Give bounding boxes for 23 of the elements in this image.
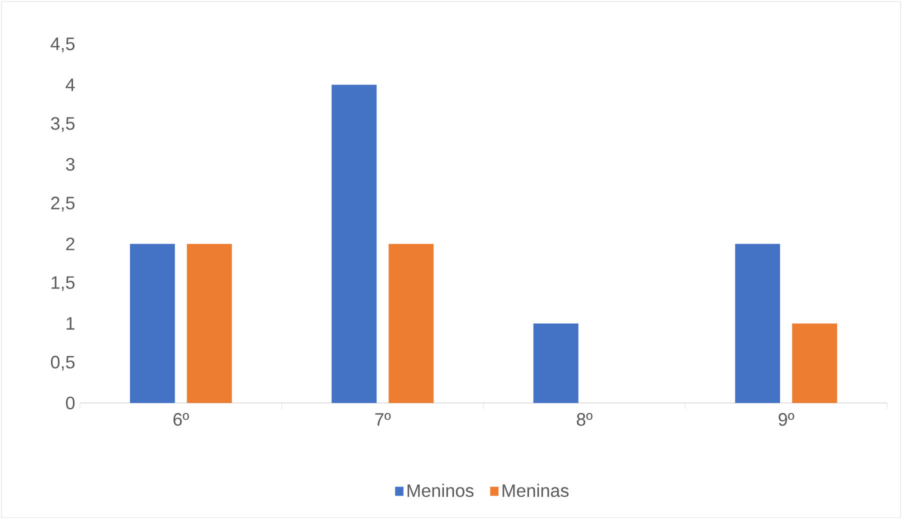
bar <box>332 84 377 403</box>
bar <box>388 244 434 403</box>
y-tick-label: 0,5 <box>50 356 75 371</box>
y-tick-label: 3,5 <box>50 117 75 132</box>
x-tick-label: 7º <box>375 413 391 426</box>
bar <box>735 244 780 403</box>
x-tick-label: 6º <box>174 413 189 426</box>
y-tick-label: 4,5 <box>50 38 75 52</box>
x-tick-label: 8º <box>576 413 592 426</box>
y-tick-label: 3 <box>66 158 75 171</box>
bar <box>533 323 578 403</box>
bar <box>130 244 175 403</box>
y-tick-label: 4 <box>66 78 75 91</box>
y-tick-label: 1,5 <box>52 276 75 292</box>
y-tick-label: 2 <box>66 238 74 250</box>
y-tick-label: 0 <box>66 396 75 410</box>
legend-label: Meninos <box>408 484 474 497</box>
y-tick-label: 2,5 <box>51 196 75 212</box>
x-tick-label: 9º <box>778 413 794 426</box>
legend-label: Meninas <box>502 484 569 497</box>
bar <box>186 244 232 403</box>
bar <box>792 323 838 403</box>
y-tick-label: 1 <box>66 317 74 330</box>
